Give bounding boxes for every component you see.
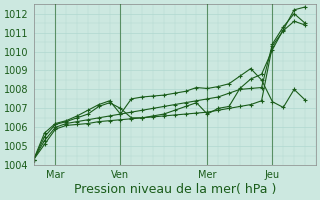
X-axis label: Pression niveau de la mer( hPa ): Pression niveau de la mer( hPa ) [74,183,276,196]
